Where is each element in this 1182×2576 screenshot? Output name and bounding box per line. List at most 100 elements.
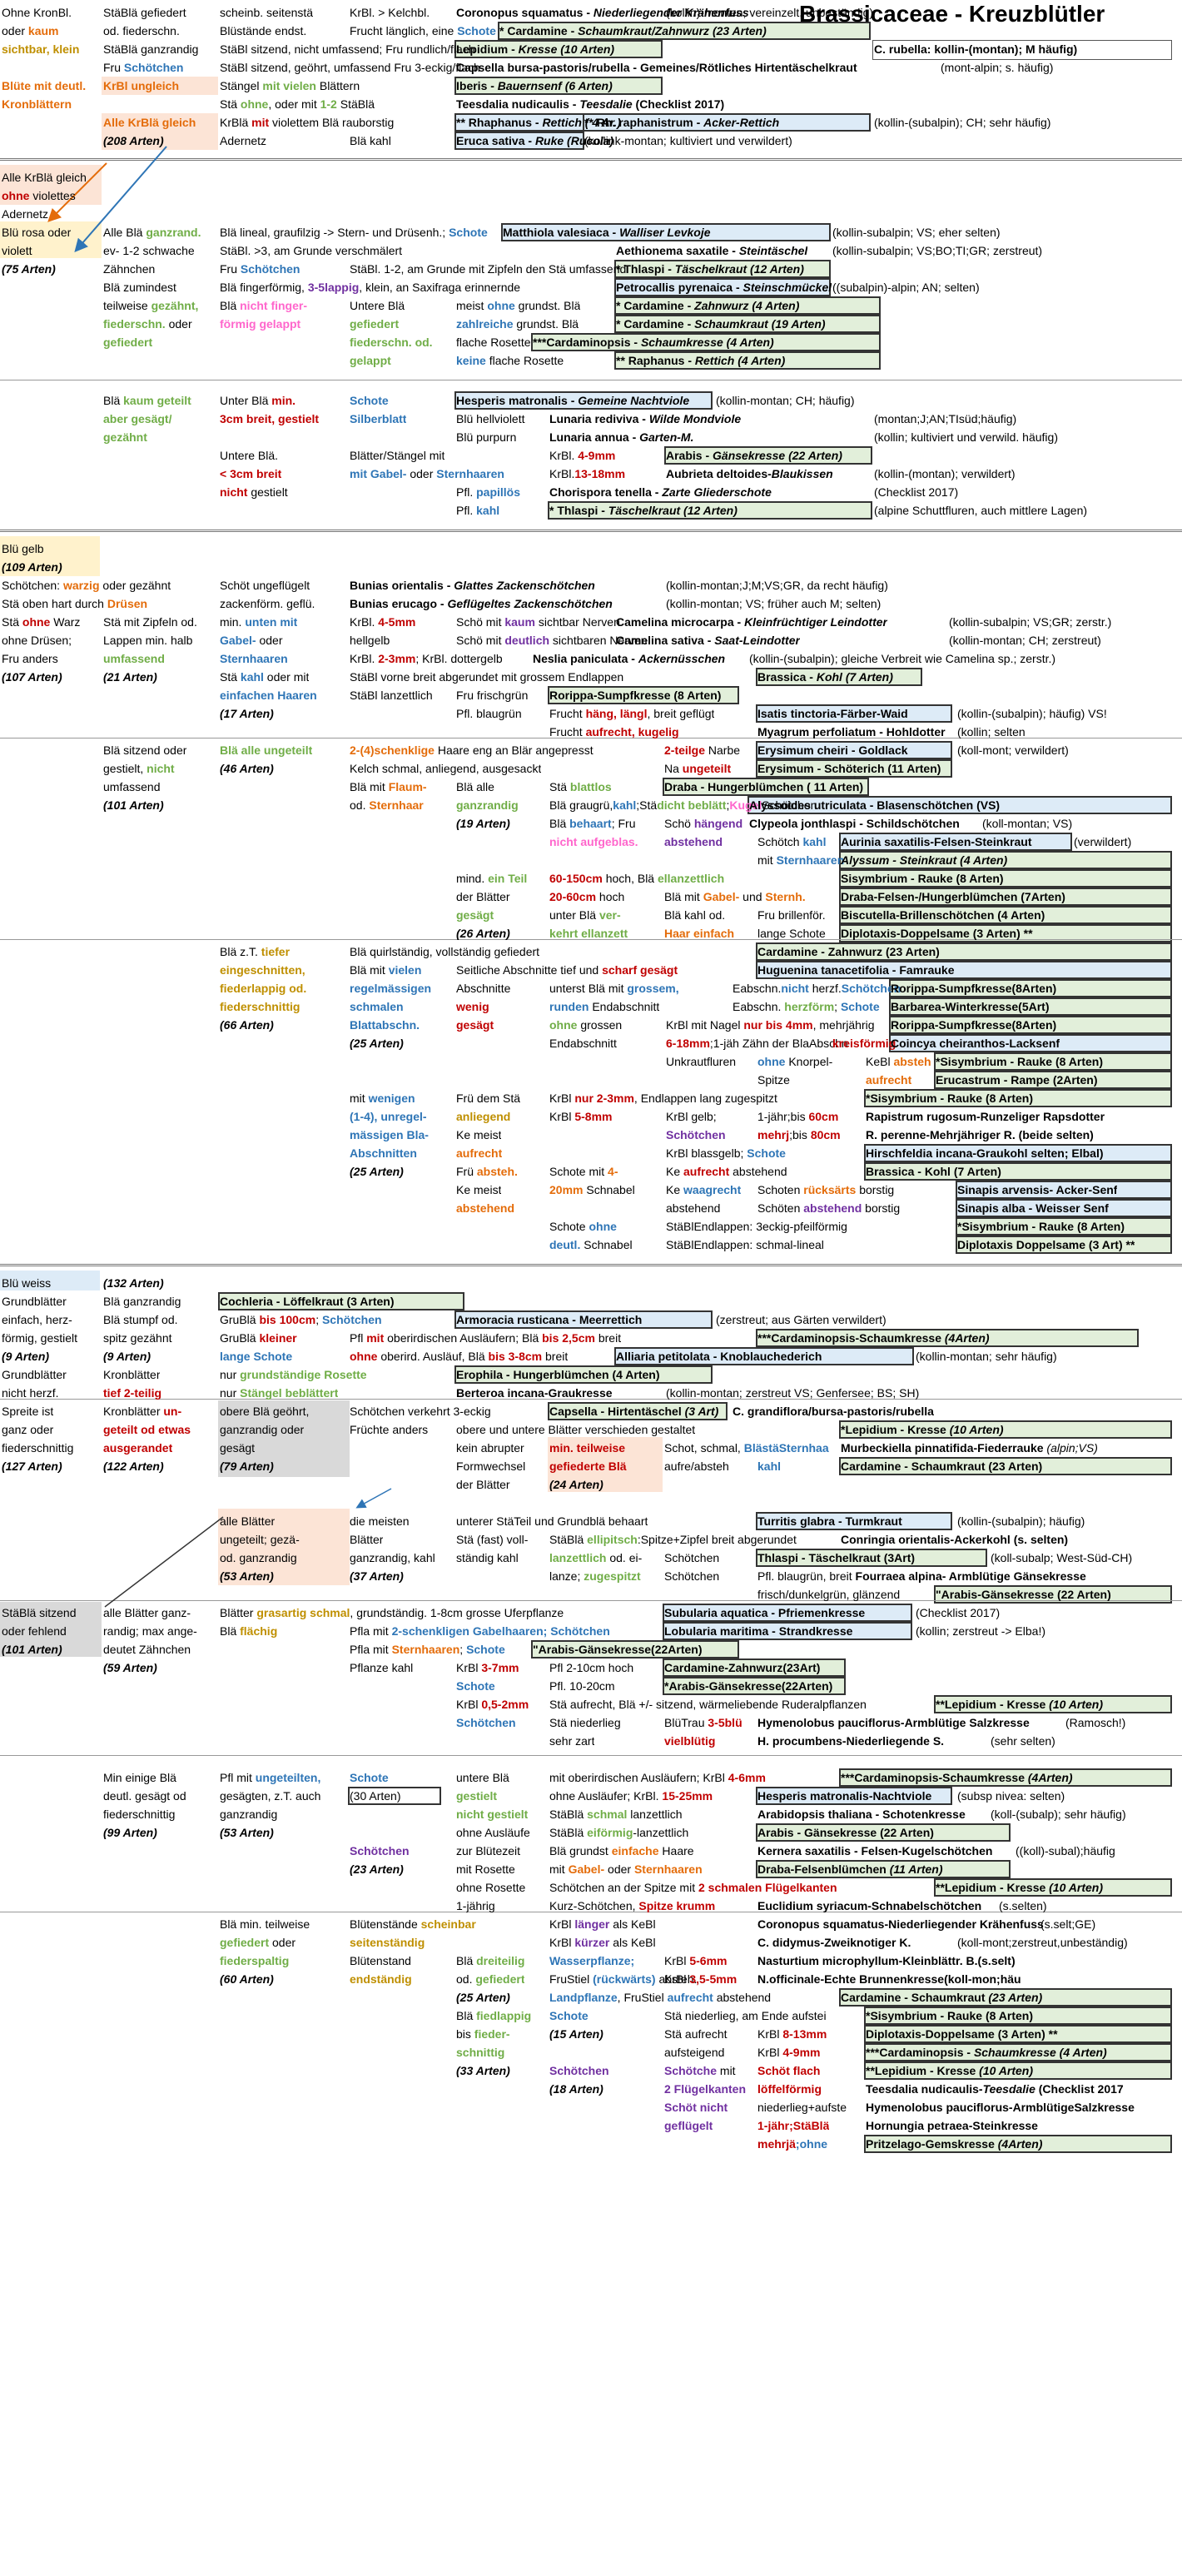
key-cell: Teesdalia nudicaulis - Teesdalie (Checkl… bbox=[456, 95, 724, 113]
cell-text: (66 Arten) bbox=[220, 1018, 274, 1032]
key-cell: od. fiederschn. bbox=[103, 22, 180, 40]
key-cell: 20-60cm hoch bbox=[549, 888, 624, 906]
cell-text-run: ohne bbox=[240, 97, 269, 111]
cell-text-run: (3 Art) bbox=[684, 1405, 719, 1418]
cell-text-run: kahl bbox=[802, 835, 827, 848]
key-cell: Frucht länglich, eine Schote bbox=[350, 22, 496, 40]
key-cell: Schoten rücksärts borstig bbox=[757, 1181, 894, 1199]
cell-text: Abschnitte bbox=[456, 982, 511, 995]
key-cell: (9 Arten) bbox=[2, 1347, 49, 1365]
cell-text: gestielt, bbox=[103, 762, 147, 775]
key-cell: abstehend bbox=[664, 833, 723, 851]
cell-text: (53 Arten) bbox=[220, 1569, 274, 1583]
cell-text: 1-jährig bbox=[456, 1899, 495, 1912]
cell-text-run: 60cm bbox=[808, 1110, 839, 1123]
key-cell: Schötch kahl bbox=[757, 833, 827, 851]
cell-text: < 3cm breit bbox=[220, 467, 282, 480]
cell-text: Blütenstände bbox=[350, 1917, 421, 1931]
cell-text: Ke meist bbox=[456, 1183, 502, 1196]
cell-text: tief 2-teilig bbox=[103, 1386, 162, 1400]
key-cell: mit Rosette bbox=[456, 1860, 515, 1878]
key-cell: Blütenstand bbox=[350, 1952, 411, 1970]
cell-text: **Lepidium - Kresse bbox=[936, 1881, 1050, 1894]
key-cell: KrBl 3-7mm bbox=[456, 1658, 519, 1677]
key-cell: Spreite ist bbox=[2, 1402, 53, 1420]
cell-text-run: Gabel- bbox=[568, 1862, 605, 1876]
species-box bbox=[864, 2043, 1172, 2061]
cell-text-run: ein Teil bbox=[488, 872, 528, 885]
key-cell: alle Blätter bbox=[220, 1512, 275, 1530]
key-cell: Kronblättern bbox=[2, 95, 72, 113]
cell-text: (19 Arten) bbox=[456, 817, 510, 830]
cell-text: Lepidium - bbox=[456, 42, 519, 56]
cell-text: KrBl bbox=[549, 1110, 575, 1123]
key-cell: Cochleria - Löffelkraut (3 Arten) bbox=[220, 1292, 395, 1310]
key-cell: fiederschn. oder bbox=[103, 315, 192, 333]
cell-text-run: Schote bbox=[449, 226, 488, 239]
cell-text-run: sichtbaren Nerven bbox=[549, 634, 648, 647]
cell-text: Kronblätter bbox=[103, 1368, 161, 1381]
cell-text: Blüstände endst. bbox=[220, 24, 307, 37]
cell-text: abstehend bbox=[664, 835, 723, 848]
cell-text: * Cardamine - bbox=[499, 24, 579, 37]
cell-text: gestielt bbox=[456, 1789, 498, 1803]
cell-text-run: ; bbox=[315, 1313, 322, 1326]
cell-text: Berteroa incana-Graukresse bbox=[456, 1386, 613, 1400]
section-divider bbox=[0, 530, 1182, 532]
key-cell: KrBl 5-8mm bbox=[549, 1107, 612, 1126]
cell-text: 20mm bbox=[549, 1183, 584, 1196]
key-cell: Pfla mit Sternhaaren; Schote bbox=[350, 1640, 505, 1658]
cell-text: gesägt bbox=[456, 908, 494, 922]
cell-text-run: nicht finger- bbox=[240, 299, 308, 312]
cell-text-run: grasartig schmal bbox=[256, 1606, 350, 1619]
key-cell: * Cardamine - Zahnwurz (4 Arten) bbox=[616, 296, 799, 315]
cell-text: Pfl bbox=[350, 1331, 367, 1345]
cell-text: Blä bbox=[220, 299, 241, 312]
cell-text: lange Schote bbox=[220, 1350, 293, 1363]
key-cell: (24 Arten) bbox=[549, 1475, 603, 1494]
key-cell: (132 Arten) bbox=[103, 1274, 164, 1292]
key-cell: StäBlä schmal lanzettlich bbox=[549, 1805, 683, 1823]
key-cell: StäBlä sitzend bbox=[2, 1604, 77, 1622]
cell-text: obere und untere Blätter verschieden ges… bbox=[456, 1423, 696, 1436]
cell-text: Schöt ungeflügelt bbox=[220, 579, 310, 592]
cell-text: aufre/absteh bbox=[664, 1460, 729, 1473]
key-cell: (15 Arten) bbox=[549, 2025, 603, 2043]
species-box bbox=[756, 961, 1172, 979]
cell-text: Blü rosa oder bbox=[2, 226, 72, 239]
cell-text-run: flächig bbox=[240, 1624, 278, 1638]
key-cell: gesägt bbox=[456, 1016, 494, 1034]
species-box bbox=[454, 391, 713, 410]
cell-text-run: Blättern bbox=[315, 79, 360, 92]
key-cell: Endabschnitt bbox=[549, 1034, 617, 1052]
cell-text-run: Steintäschel bbox=[738, 244, 808, 257]
cell-text: Schötchen bbox=[549, 2064, 609, 2077]
cell-text: KrBl. bbox=[350, 615, 379, 629]
key-cell: GruBlä bis 100cm; Schötchen bbox=[220, 1310, 382, 1329]
key-cell: ohne Ausläufe bbox=[456, 1823, 530, 1842]
key-cell: C. didymus-Zweiknotiger K. bbox=[757, 1933, 911, 1952]
key-cell: Lunaria annua - Garten-M. bbox=[549, 428, 693, 446]
cell-text: (79 Arten) bbox=[220, 1460, 274, 1473]
cell-text: Spreite ist bbox=[2, 1405, 54, 1418]
cell-text: anliegend bbox=[456, 1110, 511, 1123]
cell-text-run: einfache bbox=[611, 1844, 659, 1857]
key-cell: Schötchen bbox=[664, 1549, 719, 1567]
species-box bbox=[839, 888, 1172, 906]
species-box bbox=[454, 1365, 713, 1384]
cell-text-run: (4Arten) bbox=[997, 2137, 1043, 2151]
cell-text: Schö mit bbox=[456, 615, 505, 629]
cell-text: Matthiola valesiaca - bbox=[503, 226, 620, 239]
cell-text-run: Blaukissen bbox=[771, 467, 833, 480]
cell-text-run: 1-2 bbox=[320, 97, 337, 111]
cell-text: Blä ganzrandig bbox=[103, 1295, 181, 1308]
key-cell: (18 Arten) bbox=[549, 2080, 603, 2098]
cell-text: ***Cardaminopsis-Schaumkresse bbox=[841, 1771, 1028, 1784]
key-cell: Blä fingerförmig, 3-5lappig, klein, an S… bbox=[220, 278, 520, 296]
key-cell: StäBlä eiförmig-lanzettlich bbox=[549, 1823, 688, 1842]
key-cell: Pfl. blaugrün bbox=[456, 704, 522, 723]
cell-text: Myagrum perfoliatum - Hohldotter bbox=[757, 725, 946, 738]
key-cell: (26 Arten) bbox=[456, 924, 510, 942]
cell-text: Cardamine-Zahnwurz(23Art) bbox=[664, 1661, 821, 1674]
key-cell: *Sisymbrium - Rauke (8 Arten) bbox=[866, 1089, 1033, 1107]
